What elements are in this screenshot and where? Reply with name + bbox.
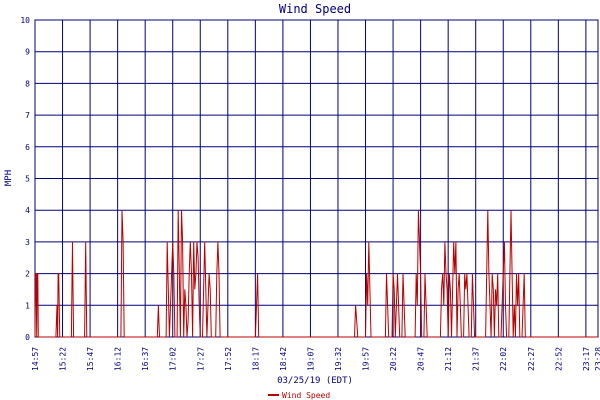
x-tick-label: 22:52 [554,347,563,371]
y-tick-label: 5 [25,175,30,184]
x-axis-label: 03/25/19 (EDT) [277,376,353,386]
y-tick-label: 6 [25,143,30,152]
x-tick-label: 20:22 [389,347,398,371]
y-tick-label: 0 [25,333,30,342]
x-tick-label: 17:27 [196,347,205,371]
y-tick-labels: 0 1 2 3 4 5 6 7 8 9 10 [20,16,30,342]
x-tick-label: 18:42 [279,347,288,371]
x-tick-label: 21:37 [472,347,481,371]
x-tick-label: 23:17 [582,347,591,371]
y-tick-label: 9 [25,48,30,57]
y-tick-label: 1 [25,301,30,310]
y-tick-label: 8 [25,79,30,88]
x-tick-label: 19:57 [362,347,371,371]
x-tick-label: 23:28 [594,347,600,371]
x-tick-label: 16:37 [141,347,150,371]
y-tick-label: 2 [25,270,30,279]
legend-label: Wind Speed [282,391,330,400]
grid [34,19,599,338]
x-tick-label: 21:12 [444,347,453,371]
x-tick-label: 18:17 [251,347,260,371]
x-tick-label: 17:52 [224,347,233,371]
legend: Wind Speed [268,391,330,400]
x-tick-label: 22:02 [499,347,508,371]
series-line-wind-speed [34,210,598,338]
x-tick-label: 20:47 [417,347,426,371]
series-group [34,210,598,338]
x-tick-label: 17:02 [169,347,178,371]
x-tick-label: 15:47 [86,347,95,371]
y-tick-label: 4 [25,206,30,215]
x-tick-label: 19:07 [306,347,315,371]
x-tick-label: 14:57 [31,347,40,371]
x-tick-labels: 14:57 15:22 15:47 16:12 16:37 17:02 17:27 17:52… [31,347,600,371]
y-tick-label: 10 [20,16,30,25]
y-axis-label: MPH [4,170,14,186]
chart-title: Wind Speed [279,2,351,16]
x-tick-label: 22:27 [527,347,536,371]
y-tick-label: 7 [25,111,30,120]
x-tick-label: 19:32 [334,347,343,371]
y-tick-label: 3 [25,238,30,247]
x-tick-label: 15:22 [59,347,68,371]
x-tick-label: 16:12 [114,347,123,371]
